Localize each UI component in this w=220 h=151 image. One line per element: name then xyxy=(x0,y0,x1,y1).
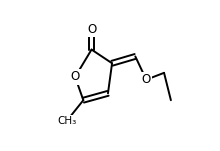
Text: O: O xyxy=(70,70,80,84)
Text: O: O xyxy=(87,22,96,36)
Text: CH₃: CH₃ xyxy=(57,116,77,126)
Text: O: O xyxy=(142,73,151,86)
